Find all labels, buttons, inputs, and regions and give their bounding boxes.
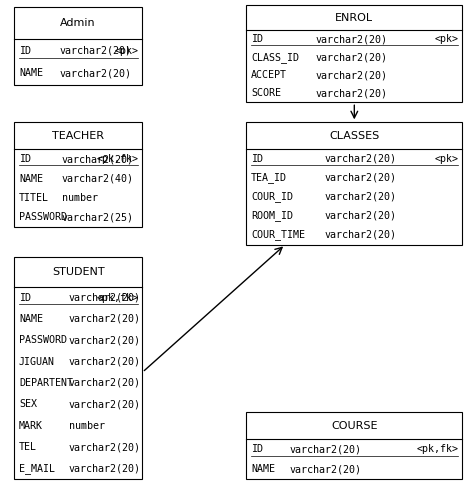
Text: E_MAIL: E_MAIL [19,463,55,474]
Text: number: number [62,193,98,203]
Text: varchar2(20): varchar2(20) [315,52,387,62]
Text: PASSWORD: PASSWORD [19,213,67,223]
Text: varchar2(20): varchar2(20) [69,464,141,474]
Text: <pk>: <pk> [114,46,138,56]
FancyBboxPatch shape [246,122,462,245]
Text: ID: ID [251,154,263,164]
Text: number: number [69,421,105,431]
Text: ENROL: ENROL [335,12,374,22]
Text: NAME: NAME [19,314,43,324]
FancyBboxPatch shape [14,122,142,227]
Text: varchar2(20): varchar2(20) [315,70,387,80]
Text: ACCEPT: ACCEPT [251,70,287,80]
Text: TEACHER: TEACHER [52,131,104,141]
Text: ID: ID [19,154,31,164]
Text: CLASSES: CLASSES [329,131,380,141]
Text: varchar2(20): varchar2(20) [289,444,361,454]
Text: varchar2(20): varchar2(20) [62,154,134,164]
FancyBboxPatch shape [14,257,142,479]
Text: varchar2(25): varchar2(25) [62,213,134,223]
Text: ROOM_ID: ROOM_ID [251,211,293,222]
Text: NAME: NAME [19,174,43,184]
Text: TEA_ID: TEA_ID [251,172,287,183]
Text: NAME: NAME [251,464,275,474]
Text: PASSWORD: PASSWORD [19,335,67,345]
Text: SEX: SEX [19,399,37,409]
Text: varchar2(20): varchar2(20) [59,68,131,78]
Text: CLASS_ID: CLASS_ID [251,52,299,63]
Text: <pk>: <pk> [434,154,458,164]
Text: varchar2(20): varchar2(20) [289,464,361,474]
FancyBboxPatch shape [246,412,462,479]
Text: varchar2(20): varchar2(20) [69,399,141,409]
Text: TITEL: TITEL [19,193,49,203]
Text: varchar2(20): varchar2(20) [69,292,141,302]
Text: varchar2(20): varchar2(20) [325,192,397,202]
Text: varchar2(20): varchar2(20) [325,230,397,240]
Text: COURSE: COURSE [331,421,378,431]
Text: STUDENT: STUDENT [52,267,105,277]
Text: COUR_TIME: COUR_TIME [251,230,305,241]
Text: varchar2(40): varchar2(40) [62,174,134,184]
Text: varchar2(20): varchar2(20) [69,314,141,324]
Text: DEPARTENT: DEPARTENT [19,378,73,388]
Text: varchar2(20): varchar2(20) [325,211,397,221]
Text: <pk,fk>: <pk,fk> [416,444,458,454]
Text: NAME: NAME [19,68,43,78]
Text: <pk,fk>: <pk,fk> [96,154,138,164]
Text: TEL: TEL [19,442,37,452]
Text: ID: ID [19,292,31,302]
Text: COUR_ID: COUR_ID [251,191,293,202]
Text: varchar2(20): varchar2(20) [315,34,387,44]
Text: varchar2(20): varchar2(20) [69,335,141,345]
Text: <pk,fk>: <pk,fk> [96,292,138,302]
Text: JIGUAN: JIGUAN [19,357,55,367]
Text: MARK: MARK [19,421,43,431]
Text: <pk>: <pk> [434,34,458,44]
Text: varchar2(20): varchar2(20) [69,442,141,452]
FancyBboxPatch shape [246,5,462,102]
Text: varchar2(20): varchar2(20) [325,154,397,164]
Text: SCORE: SCORE [251,88,281,98]
FancyBboxPatch shape [14,7,142,85]
Text: ID: ID [19,46,31,56]
Text: varchar2(20): varchar2(20) [315,88,387,98]
Text: ID: ID [251,34,263,44]
Text: Admin: Admin [60,18,96,28]
Text: varchar2(20): varchar2(20) [59,46,131,56]
Text: varchar2(20): varchar2(20) [69,378,141,388]
Text: ID: ID [251,444,263,454]
Text: varchar2(20): varchar2(20) [69,357,141,367]
Text: varchar2(20): varchar2(20) [325,173,397,183]
